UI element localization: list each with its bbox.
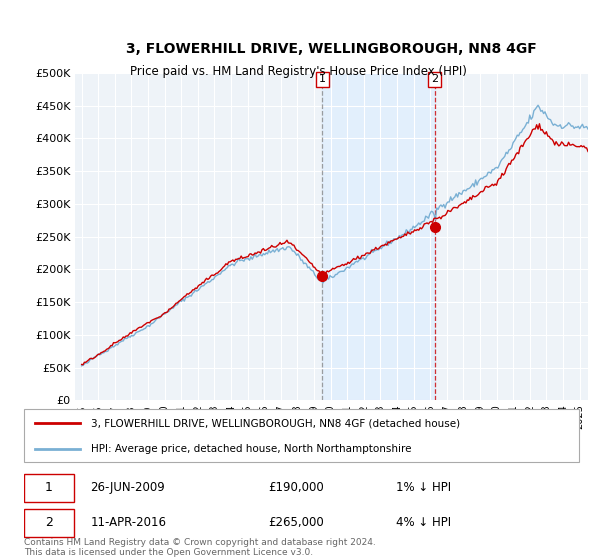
Text: Price paid vs. HM Land Registry's House Price Index (HPI): Price paid vs. HM Land Registry's House … <box>130 65 467 78</box>
Text: £190,000: £190,000 <box>268 482 324 494</box>
Text: 1: 1 <box>45 482 53 494</box>
Text: £265,000: £265,000 <box>268 516 324 529</box>
Text: HPI: Average price, detached house, North Northamptonshire: HPI: Average price, detached house, Nort… <box>91 444 411 454</box>
Text: Contains HM Land Registry data © Crown copyright and database right 2024.
This d: Contains HM Land Registry data © Crown c… <box>24 538 376 557</box>
Text: 26-JUN-2009: 26-JUN-2009 <box>91 482 166 494</box>
Text: 11-APR-2016: 11-APR-2016 <box>91 516 167 529</box>
FancyBboxPatch shape <box>24 509 74 536</box>
Text: 2: 2 <box>45 516 53 529</box>
Text: 1: 1 <box>319 74 326 85</box>
Text: 2: 2 <box>431 74 439 85</box>
FancyBboxPatch shape <box>24 409 579 462</box>
Title: 3, FLOWERHILL DRIVE, WELLINGBOROUGH, NN8 4GF: 3, FLOWERHILL DRIVE, WELLINGBOROUGH, NN8… <box>126 43 537 57</box>
Text: 4% ↓ HPI: 4% ↓ HPI <box>396 516 451 529</box>
Text: 3, FLOWERHILL DRIVE, WELLINGBOROUGH, NN8 4GF (detached house): 3, FLOWERHILL DRIVE, WELLINGBOROUGH, NN8… <box>91 418 460 428</box>
Bar <box>322 73 435 400</box>
Text: 1% ↓ HPI: 1% ↓ HPI <box>396 482 451 494</box>
FancyBboxPatch shape <box>24 474 74 502</box>
